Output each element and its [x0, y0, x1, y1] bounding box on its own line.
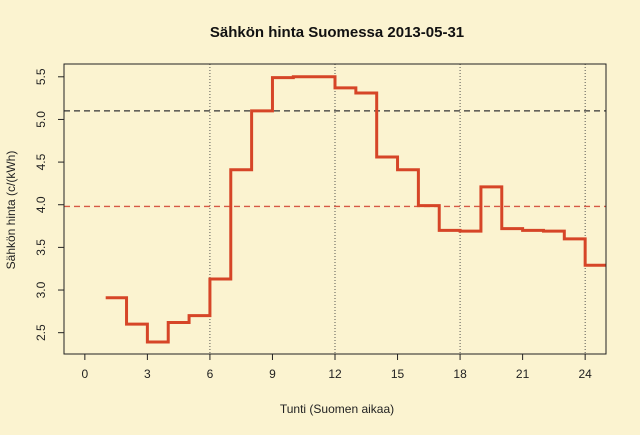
y-tick-label-5: 5.0	[34, 111, 48, 128]
y-tick-label-1: 3.0	[34, 281, 48, 298]
x-axis-label: Tunti (Suomen aikaa)	[280, 402, 394, 416]
x-tick-label-12: 12	[328, 367, 342, 381]
y-tick-label-4: 4.5	[34, 153, 48, 170]
x-tick-label-15: 15	[391, 367, 405, 381]
y-tick-label-6: 5.5	[34, 68, 48, 85]
y-tick-label-0: 2.5	[34, 324, 48, 341]
price-step-line	[105, 75, 606, 344]
x-tick-label-3: 3	[144, 367, 151, 381]
x-tick-label-18: 18	[453, 367, 467, 381]
x-tick-label-24: 24	[578, 367, 592, 381]
y-tick-label-2: 3.5	[34, 239, 48, 256]
y-axis-label: Sähkön hinta (c/(kWh)	[4, 151, 18, 270]
chart-title: Sähkön hinta Suomessa 2013-05-31	[210, 24, 464, 41]
x-tick-label-6: 6	[207, 367, 214, 381]
x-tick-label-0: 0	[82, 367, 89, 381]
x-tick-label-21: 21	[516, 367, 530, 381]
x-tick-label-9: 9	[269, 367, 276, 381]
plot-layer: 0 3 6 9 12 15 18 21 24 2.5 3.0 3.5 4.0 4.5 5.0 5.5	[34, 63, 607, 381]
y-tick-label-3: 4.0	[34, 196, 48, 213]
